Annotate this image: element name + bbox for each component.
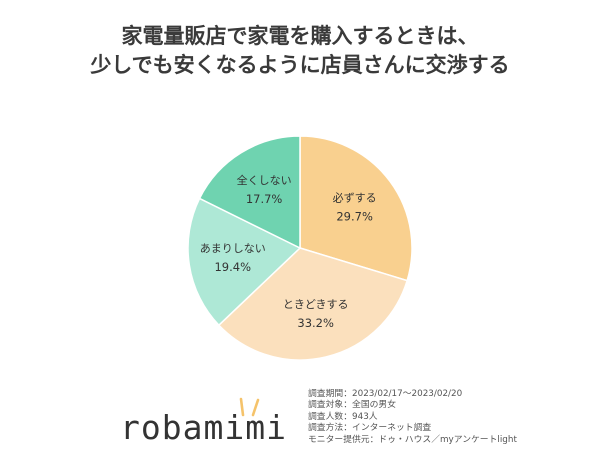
pie-slice <box>187 197 302 327</box>
slice-value-label: 29.7% <box>336 210 373 224</box>
slice-label: 全くしない <box>237 173 292 187</box>
slice-value-label: 17.7% <box>246 192 283 206</box>
slice-label: 必ずする <box>333 192 377 205</box>
survey-row: 調査対象：全国の男女 <box>308 400 397 411</box>
chart-title: 家電量販店で家電を購入するときは、 少しでも安くなるように店員さんに交渉する <box>0 22 600 80</box>
pie-slice <box>198 135 301 250</box>
pie-slices <box>187 135 413 361</box>
brand-logo: robamimi <box>120 408 287 447</box>
pie-slice <box>217 247 409 361</box>
chart-title-line-1: 家電量販店で家電を購入するときは、 <box>121 24 479 48</box>
chart-title-line-2: 少しでも安くなるように店員さんに交渉する <box>90 53 510 77</box>
slice-label: あまりしない <box>200 242 266 255</box>
survey-row: 調査期間：2023/02/17〜2023/02/20 <box>308 389 463 399</box>
pie-labels: 必ずする 29.7% ときどきする 33.2% あまりしない 19.4% 全くしない 17.7… <box>200 173 377 330</box>
slice-label: ときどきする <box>283 298 349 311</box>
slice-value-label: 33.2% <box>297 316 334 330</box>
slice-value-label: 19.4% <box>214 260 251 274</box>
survey-row: モニター提供元：ドゥ・ハウス／myアンケートlight <box>308 434 517 445</box>
logo-ears-icon <box>239 397 260 417</box>
survey-row: 調査方法：インターネット調査 <box>308 423 432 434</box>
survey-row: 調査人数：943人 <box>308 411 378 422</box>
survey-info: 調査期間：2023/02/17〜2023/02/20 調査対象：全国の男女 調査… <box>308 389 517 446</box>
pie-slice <box>299 135 413 282</box>
